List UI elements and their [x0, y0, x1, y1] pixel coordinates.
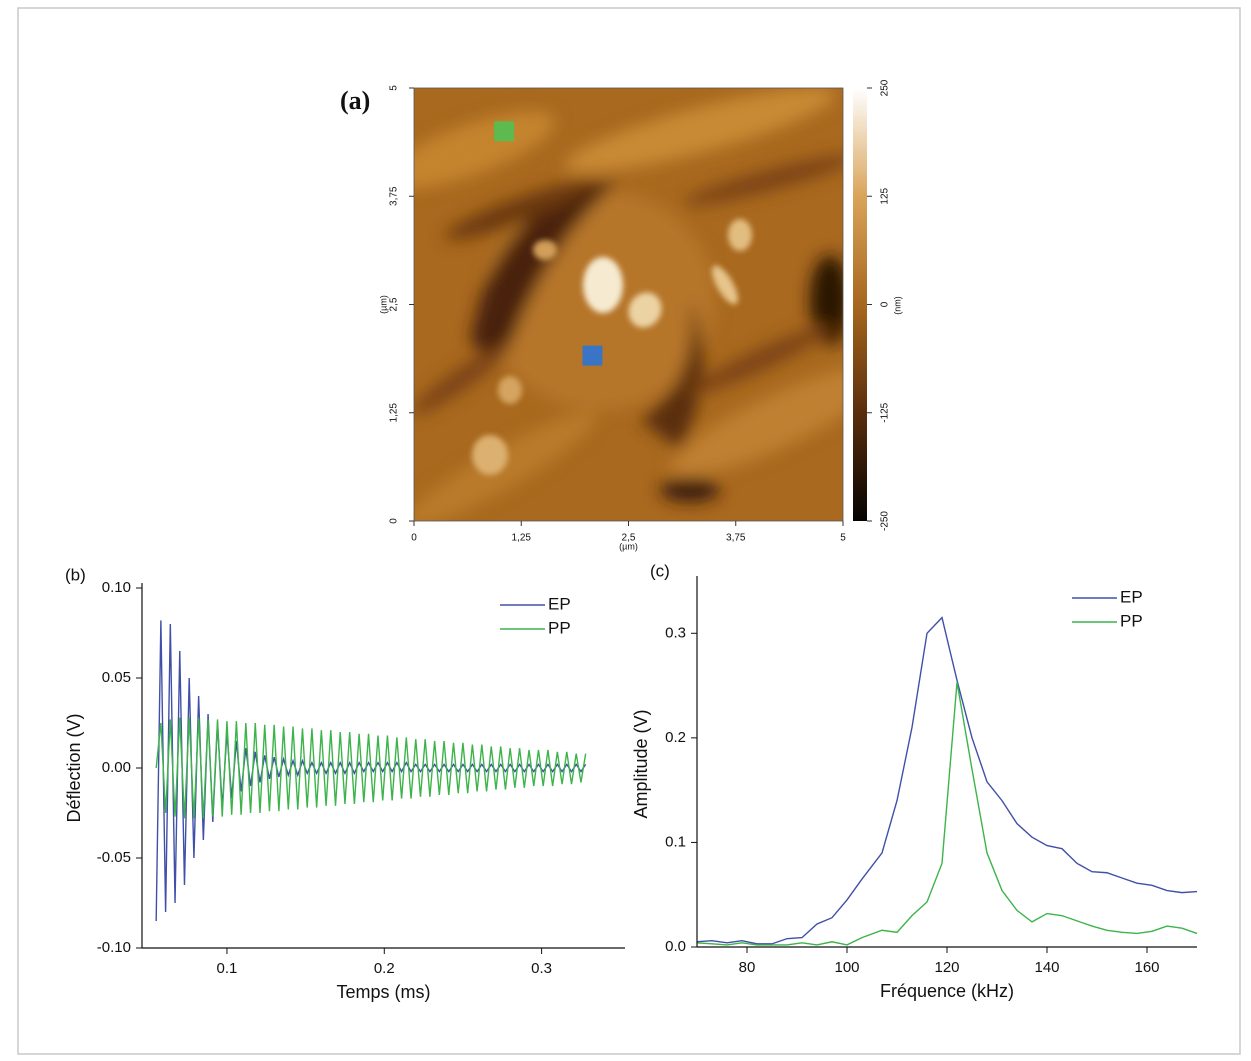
data-line: [155, 717, 587, 819]
y-axis-label: Déflection (V): [64, 713, 84, 822]
colorbar-tick-label: -250: [880, 511, 891, 531]
y-axis-label: Amplitude (V): [631, 709, 651, 818]
data-line: [696, 682, 1198, 946]
y-tick-label: 0.00: [102, 759, 131, 776]
panel-label: (a): [340, 86, 370, 115]
panel-label: (b): [65, 565, 86, 584]
data-line: [696, 616, 1198, 945]
point-marker: [494, 121, 515, 142]
y-axis-label: (µm): [378, 295, 388, 314]
y-tick-label: 3,75: [389, 186, 400, 206]
y-tick-label: 0.0: [665, 938, 686, 955]
colorbar-label: (nm): [892, 296, 902, 315]
y-tick-label: 1,25: [389, 403, 400, 423]
y-tick-label: 0.2: [665, 729, 686, 746]
x-tick-label: 0.1: [217, 960, 238, 977]
x-tick-label: 120: [934, 959, 959, 976]
x-tick-label: 0: [411, 533, 417, 544]
x-axis-label: Fréquence (kHz): [880, 981, 1014, 1001]
x-tick-label: 5: [840, 533, 846, 544]
x-axis-label: Temps (ms): [337, 982, 431, 1002]
legend-label: EP: [548, 594, 571, 613]
colorbar-tick-label: -125: [880, 402, 891, 422]
colorbar-tick-label: 125: [880, 187, 891, 204]
x-tick-label: 0.3: [531, 960, 552, 977]
x-tick-label: 0.2: [374, 960, 395, 977]
colorbar-tick-label: 250: [880, 79, 891, 96]
figure-frame: [17, 7, 1241, 1055]
panel-label: (c): [650, 561, 670, 580]
afm-image: [414, 88, 843, 521]
x-tick-label: 100: [834, 959, 859, 976]
x-tick-label: 3,75: [726, 533, 746, 544]
legend-label: PP: [548, 618, 571, 637]
y-tick-label: 0.3: [665, 624, 686, 641]
x-axis-label: (µm): [619, 541, 638, 551]
x-tick-label: 1,25: [512, 533, 532, 544]
y-tick-label: 0.05: [102, 669, 131, 686]
legend-label: PP: [1120, 611, 1143, 630]
point-marker: [582, 345, 603, 366]
y-tick-label: -0.05: [97, 849, 131, 866]
x-tick-label: 160: [1134, 959, 1159, 976]
y-tick-label: 0: [389, 518, 400, 524]
x-tick-label: 2,5: [622, 533, 636, 544]
x-tick-label: 140: [1034, 959, 1059, 976]
y-tick-label: 0.1: [665, 833, 686, 850]
legend-label: EP: [1120, 587, 1143, 606]
y-tick-label: 2,5: [389, 297, 400, 311]
colorbar: [853, 88, 867, 521]
y-tick-label: -0.10: [97, 939, 131, 956]
x-tick-label: 80: [739, 959, 756, 976]
colorbar-tick-label: 0: [880, 301, 891, 307]
y-tick-label: 5: [389, 85, 400, 91]
y-tick-label: 0.10: [102, 579, 131, 596]
